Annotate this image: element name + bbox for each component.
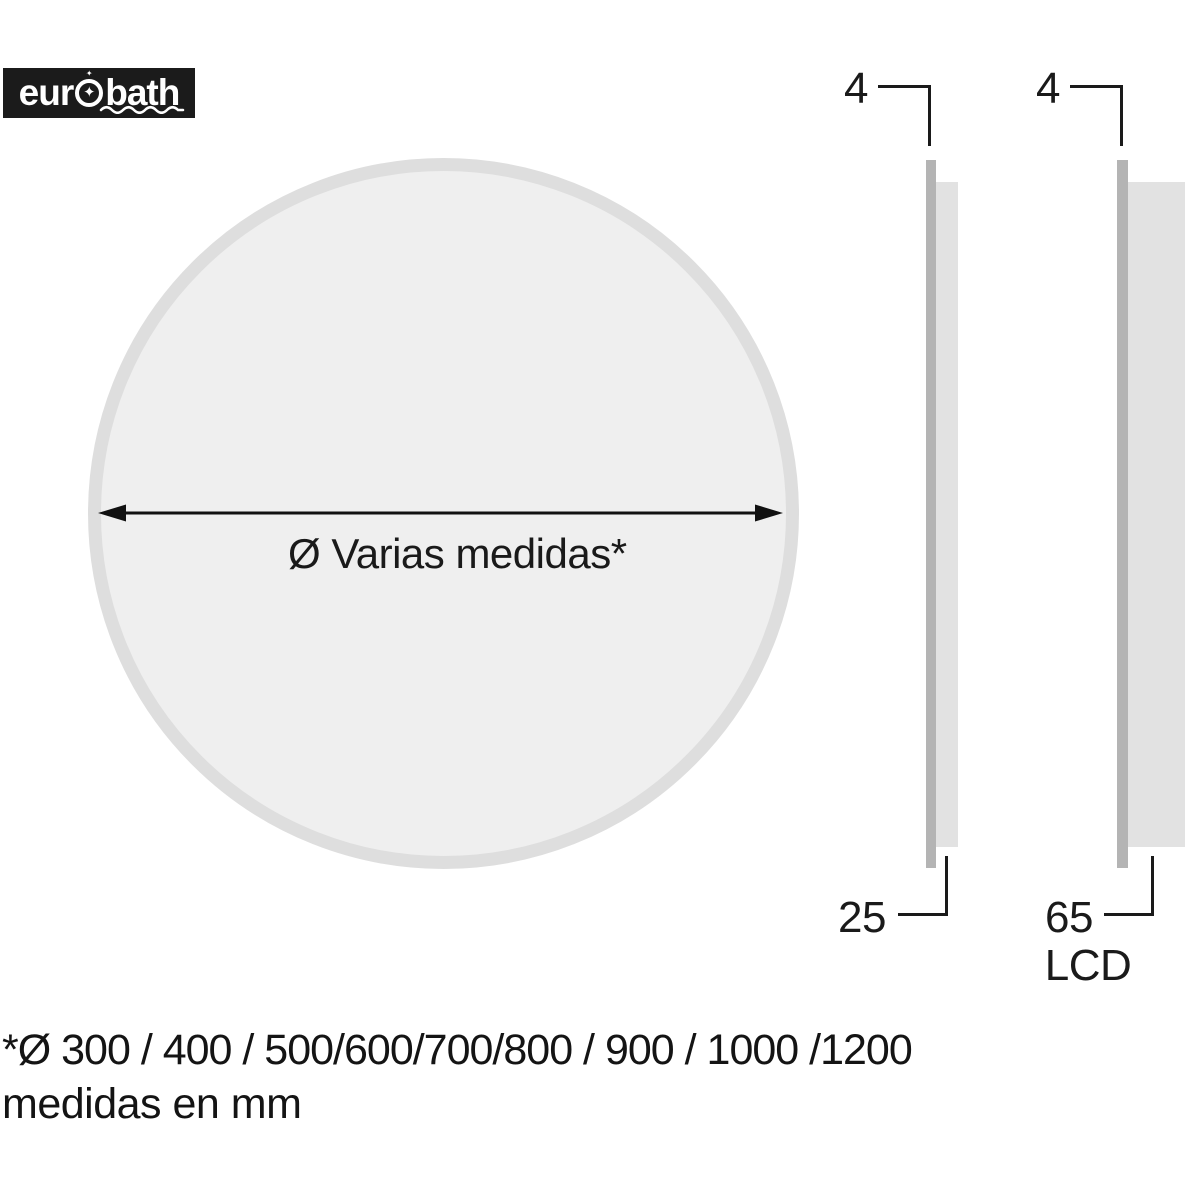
leader-line-depth-lcd xyxy=(1104,856,1154,916)
dimension-depth-lcd: 65 xyxy=(1045,893,1093,942)
sparkle-icon: ✦ xyxy=(82,84,96,102)
brand-logo-text-suffix: bath xyxy=(105,71,180,113)
leader-line-thickness-lcd xyxy=(1070,85,1123,146)
side-view-lcd-body-strip xyxy=(1128,182,1185,847)
small-sparkle-icon: ✦ xyxy=(85,69,93,78)
lcd-variant-label: LCD xyxy=(1044,941,1132,990)
leader-line-thickness-mirror xyxy=(878,85,931,146)
brand-logo-text-prefix: eur xyxy=(18,71,75,113)
dimension-depth-mirror: 25 xyxy=(838,893,886,942)
side-view-mirror-glass-strip xyxy=(926,160,936,868)
wave-icon xyxy=(99,106,185,114)
footnote-units: medidas en mm xyxy=(2,1080,302,1128)
side-view-mirror-body-strip xyxy=(936,182,958,847)
side-view-lcd-glass-strip xyxy=(1117,160,1128,868)
dimension-thickness-lcd: 4 xyxy=(1036,64,1060,113)
diameter-arrow xyxy=(98,504,783,522)
sparkle-o-icon: ✦ ✦ xyxy=(75,70,104,107)
dimension-thickness-mirror: 4 xyxy=(844,64,868,113)
brand-logo: eur ✦ ✦ bath xyxy=(3,68,195,118)
footnote-sizes: *Ø 300 / 400 / 500/600/700/800 / 900 / 1… xyxy=(2,1026,913,1074)
leader-line-depth-mirror xyxy=(898,856,948,916)
diameter-label: Ø Varias medidas* xyxy=(288,530,627,577)
